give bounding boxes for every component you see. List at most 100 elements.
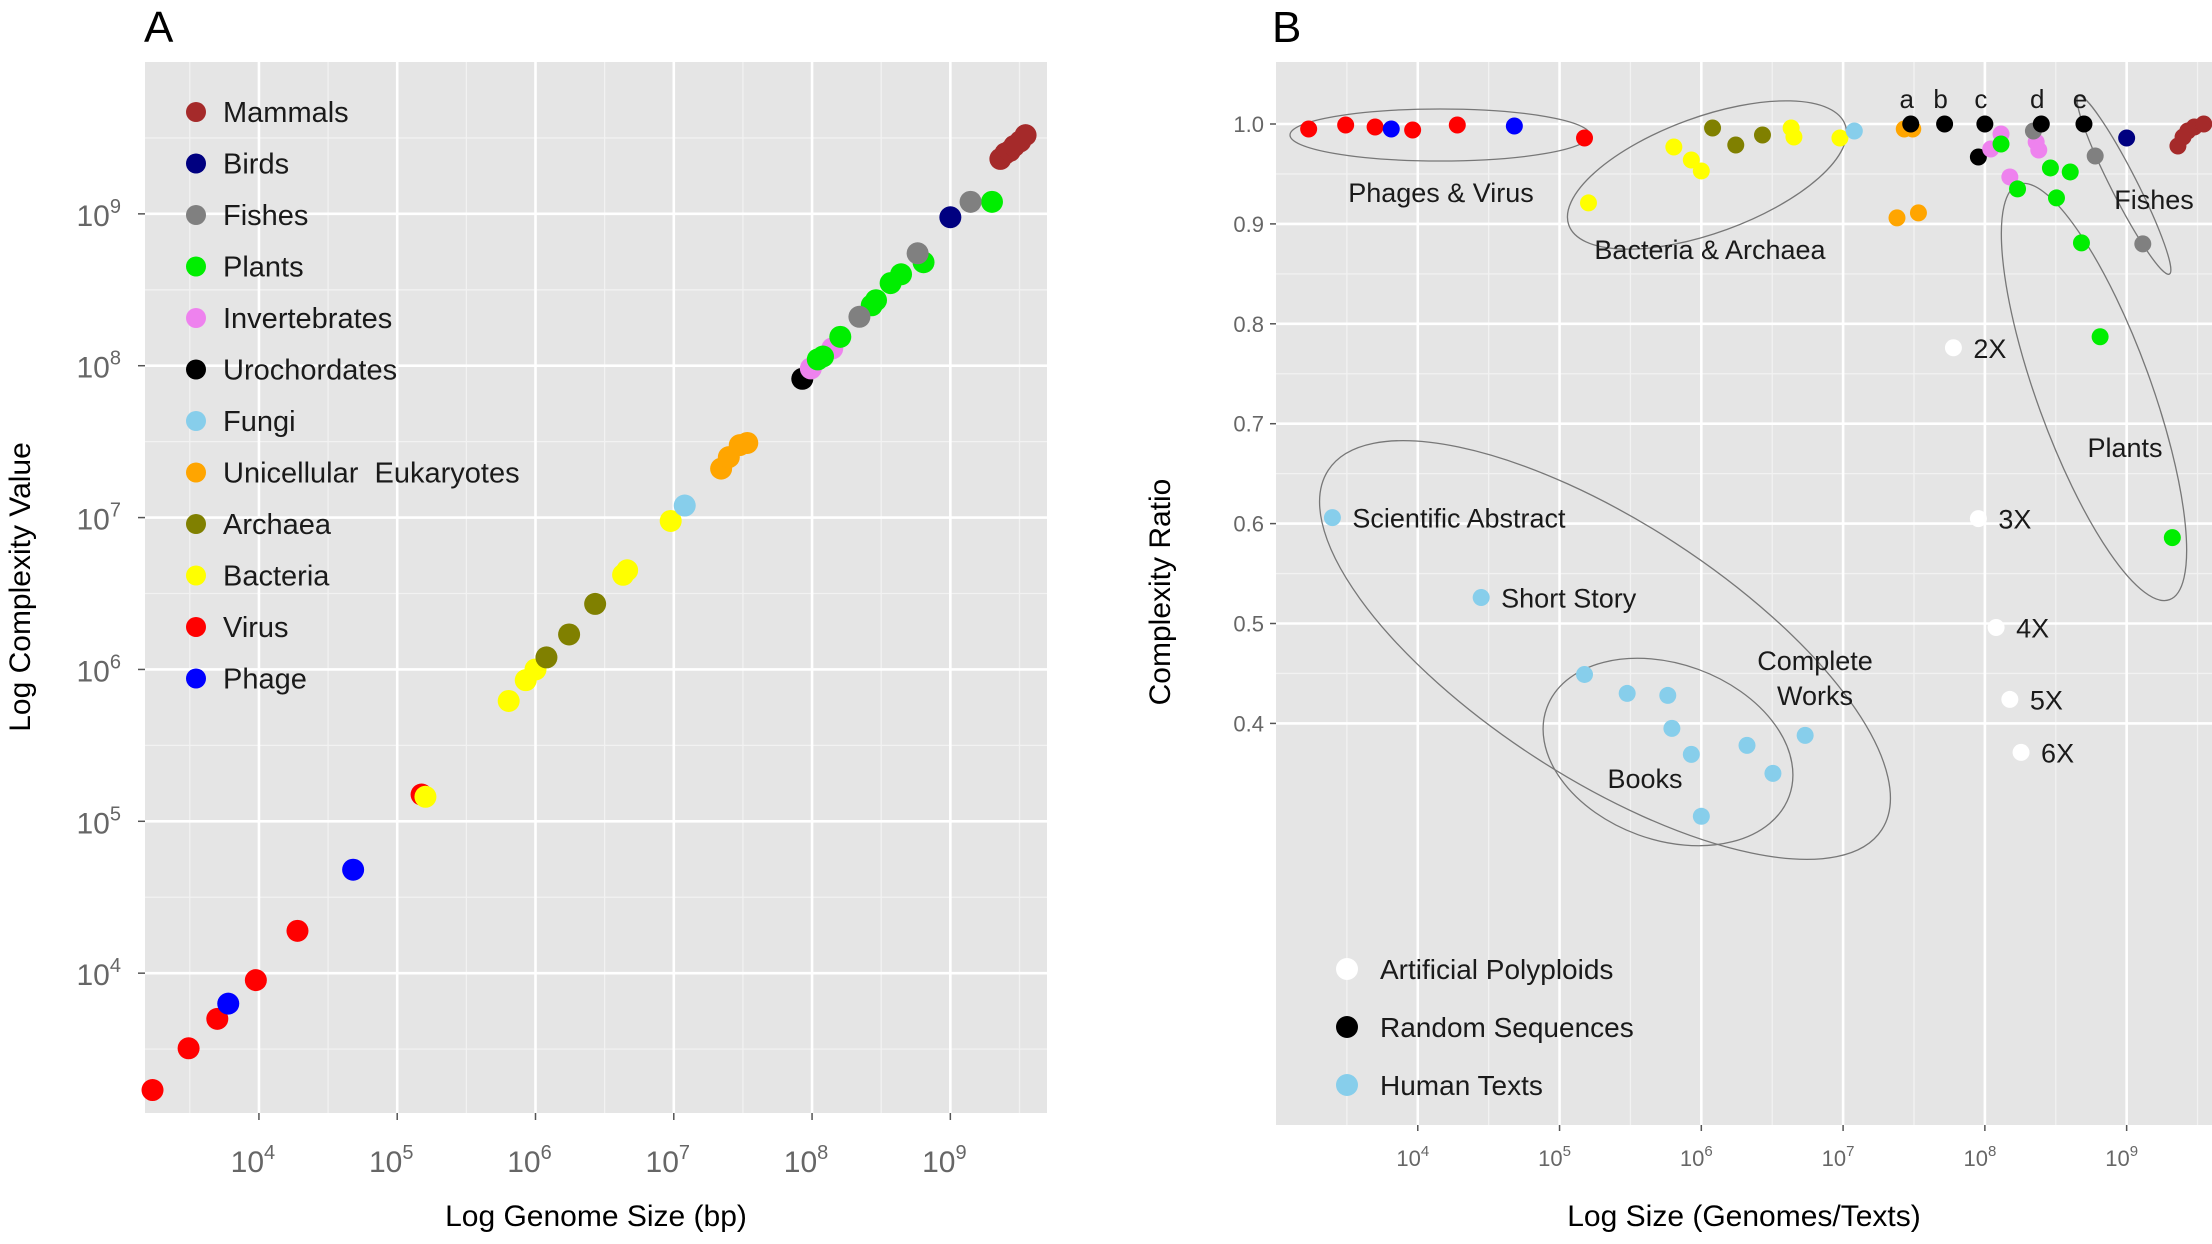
- point-a-archaea: [558, 623, 581, 646]
- panel-b-x-tick-label: 108: [1963, 1143, 1996, 1171]
- point-b-artificial-polyploids: [1987, 618, 2005, 636]
- group-label-complete: Complete: [1757, 646, 1873, 676]
- legend-a-key-mammals: [186, 102, 206, 122]
- point-a-archaea: [584, 592, 607, 615]
- point-b-human-texts: [1738, 736, 1756, 754]
- group-label-works: Works: [1777, 681, 1853, 711]
- point-a-virus: [141, 1079, 164, 1102]
- point-a-archaea: [535, 646, 558, 669]
- legend-b-label-artificial-polyploids: Artificial Polyploids: [1380, 954, 1613, 985]
- point-b-human-texts: [1663, 719, 1681, 737]
- panel-a-gridlines: [145, 62, 1047, 1113]
- point-a-bacteria: [616, 559, 639, 582]
- legend-a-key-urochordates: [186, 359, 206, 380]
- ellipse-books: [1542, 657, 1794, 847]
- panel-a-x-tick-label: 104: [231, 1142, 276, 1179]
- point-b-phage: [1505, 117, 1523, 135]
- legend-a-key-fungi: [186, 411, 206, 431]
- panel-b-y-axis-title: Complexity Ratio: [1144, 479, 1177, 706]
- point-label-6x: 6X: [2041, 738, 2074, 768]
- point-b-human-texts: [1618, 684, 1636, 702]
- point-label-c: c: [1974, 84, 1987, 114]
- panel-a-y-tick-label: 104: [77, 955, 122, 992]
- point-a-mammals: [1014, 124, 1037, 147]
- legend-a-label-fungi: Fungi: [223, 406, 296, 438]
- panel-b-y-tick-label: 0.7: [1233, 412, 1264, 437]
- point-b-random-sequences: [2075, 115, 2093, 133]
- panel-a: A 104 105 106 107 108 109 104105106107108109 …: [4, 3, 1047, 1233]
- point-b-random-sequences: [1936, 115, 1954, 133]
- legend-b-label-human-texts: Human Texts: [1380, 1070, 1543, 1101]
- point-label-b: b: [1933, 84, 1947, 114]
- point-a-virus: [177, 1037, 200, 1060]
- point-a-fishes: [906, 242, 929, 265]
- point-b-plants: [2047, 189, 2065, 207]
- point-b-bacteria: [1692, 162, 1710, 180]
- point-a-virus: [206, 1007, 229, 1030]
- point-label-3x: 3X: [1998, 505, 2031, 535]
- panel-a-x-axis-title: Log Genome Size (bp): [445, 1200, 747, 1233]
- point-a-virus: [244, 969, 267, 992]
- ellipse-human-texts: [1318, 440, 1892, 860]
- point-b-random-sequences: [2032, 115, 2050, 133]
- legend-a-key-bacteria: [186, 565, 206, 586]
- panel-b-x-ticks: 104 105 106 107 108 109: [1396, 1125, 2138, 1171]
- group-label-phages-virus: Phages & Virus: [1348, 178, 1534, 208]
- point-b-bacteria: [1665, 138, 1683, 156]
- panel-b-point-labels: a b c d e 2X 3X 4X 5X 6X Scientific Abstract Short …: [1352, 84, 2087, 768]
- panel-b-x-tick-label: 107: [1822, 1143, 1855, 1171]
- legend-a-label-urochordates: Urochordates: [223, 355, 397, 387]
- point-b-human-texts: [1472, 589, 1490, 607]
- panel-b-group-labels: Phages & Virus Bacteria & Archaea Fishes…: [1348, 178, 2194, 794]
- legend-a-label-archaea: Archaea: [223, 509, 332, 541]
- point-a-bacteria: [659, 509, 682, 532]
- panel-a-y-tick-label: 105: [77, 803, 122, 840]
- point-b-unicellular-eukaryotes: [1888, 209, 1906, 227]
- panel-a-y-tick-label: 108: [77, 348, 122, 385]
- point-b-virus: [1404, 121, 1422, 139]
- point-b-bacteria: [1785, 128, 1803, 146]
- point-b-human-texts: [1692, 807, 1710, 825]
- panel-a-x-tick-label: 105: [369, 1142, 414, 1179]
- panel-b-legend: Artificial Polyploids Random Sequences Hum…: [1336, 954, 1634, 1101]
- point-a-plants: [865, 289, 888, 312]
- legend-b-key-artificial-polyploids: [1336, 958, 1358, 980]
- point-b-plants: [2041, 159, 2059, 177]
- legend-a-key-phage: [186, 668, 206, 689]
- point-b-artificial-polyploids: [2012, 743, 2030, 761]
- point-a-plants: [812, 345, 835, 368]
- legend-b-key-human-texts: [1336, 1074, 1358, 1096]
- panel-b: B a b c d e 2X 3X 4X 5X 6X Scientific Abstract Shor…: [1144, 3, 2212, 1233]
- point-b-random-sequences: [1902, 115, 1920, 133]
- ellipse-bacteria-archaea: [1566, 100, 1848, 250]
- panel-b-y-tick-label: 1.0: [1233, 112, 1264, 137]
- legend-a-label-phage: Phage: [223, 664, 307, 696]
- point-a-plants: [890, 263, 913, 286]
- point-b-human-texts: [1323, 509, 1341, 527]
- panel-a-label: A: [144, 3, 174, 52]
- panel-a-y-tick-label: 107: [77, 500, 122, 537]
- point-label-scientific-abstract: Scientific Abstract: [1352, 504, 1566, 534]
- legend-a-label-invertebrates: Invertebrates: [223, 303, 392, 335]
- point-a-phage: [342, 858, 365, 881]
- point-b-artificial-polyploids: [2001, 690, 2019, 708]
- point-b-virus: [1448, 116, 1466, 134]
- point-b-plants: [2009, 180, 2027, 198]
- panel-a-x-tick-label: 106: [507, 1142, 552, 1179]
- panel-b-gridlines: [1276, 62, 2212, 1125]
- panel-b-y-tick-label: 0.6: [1233, 512, 1264, 537]
- legend-a-label-plants: Plants: [223, 252, 304, 284]
- panel-b-y-tick-label: 0.9: [1233, 212, 1264, 237]
- panel-b-x-tick-label: 104: [1396, 1143, 1429, 1171]
- point-b-human-texts: [1682, 745, 1700, 763]
- point-b-plants: [2163, 529, 2181, 547]
- point-b-archaea: [1704, 119, 1722, 137]
- point-label-d: d: [2030, 84, 2044, 114]
- point-b-plants: [2061, 163, 2079, 181]
- panel-b-x-tick-label: 106: [1680, 1143, 1713, 1171]
- point-a-fishes: [848, 305, 871, 328]
- point-b-human-texts: [1796, 726, 1814, 744]
- point-label-2x: 2X: [1973, 334, 2006, 364]
- point-b-bacteria: [1682, 151, 1700, 169]
